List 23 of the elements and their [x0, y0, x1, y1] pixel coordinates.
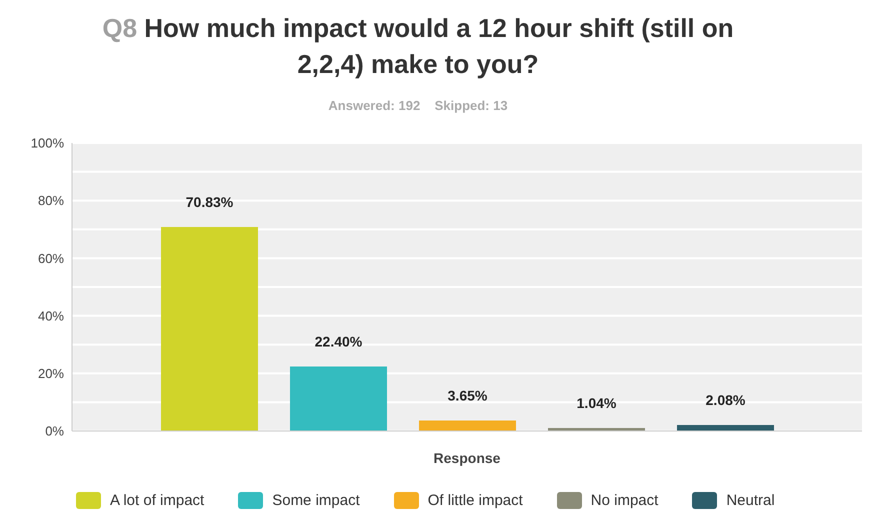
x-axis-title: Response — [434, 450, 501, 466]
bar — [419, 420, 516, 431]
chart-title: Q8 How much impact would a 12 hour shift (still on 2,2,4) make to you? — [101, 12, 735, 81]
legend-label: Of little impact — [428, 492, 523, 509]
legend-label: A lot of impact — [110, 492, 204, 509]
bar — [290, 366, 387, 431]
legend-label: Neutral — [726, 492, 775, 509]
data-label: 70.83% — [186, 194, 234, 210]
bar — [161, 227, 258, 431]
data-label: 1.04% — [576, 395, 617, 412]
chart-subtitle: Answered: 192 Skipped: 13 — [327, 98, 509, 113]
y-tick-label: 0% — [45, 424, 64, 439]
y-tick-label: 20% — [38, 366, 64, 382]
y-tick-label: 80% — [38, 193, 64, 208]
y-tick-label: 100% — [30, 136, 64, 151]
legend-label: Some impact — [272, 492, 360, 509]
bar — [677, 425, 774, 431]
y-tick-label: 40% — [38, 308, 64, 324]
data-label: 2.08% — [706, 392, 746, 408]
data-label: 22.40% — [314, 333, 363, 350]
data-label: 3.65% — [448, 387, 488, 404]
y-tick-label: 60% — [38, 250, 64, 266]
legend-label: No impact — [590, 492, 658, 509]
